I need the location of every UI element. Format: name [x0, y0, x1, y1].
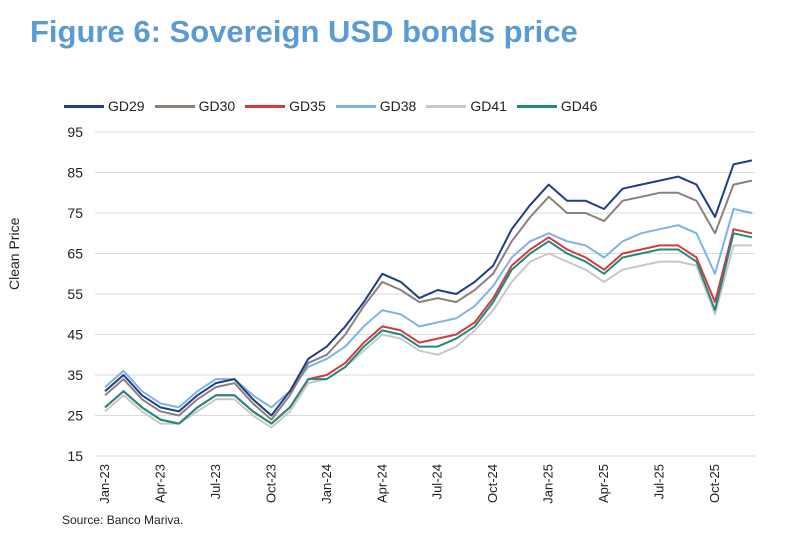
series-line-gd46: [104, 232, 753, 425]
y-tick-label: 45: [67, 327, 83, 343]
x-tick-label: Jul-23: [208, 464, 223, 499]
legend-swatch: [154, 104, 195, 108]
y-tick-label: 75: [67, 205, 83, 221]
x-tick-label: Oct-23: [263, 464, 278, 503]
series-line-gd35: [104, 228, 753, 425]
legend-label: GD46: [560, 98, 598, 114]
legend-label: GD38: [379, 98, 417, 114]
legend-swatch: [516, 104, 557, 108]
x-tick-label: Oct-24: [485, 464, 500, 503]
y-tick-label: 95: [67, 124, 83, 140]
legend-swatch: [245, 104, 286, 108]
chart-legend: GD29 GD30 GD35 GD38 GD41 GD46: [64, 98, 607, 114]
x-tick-label: Jul-24: [430, 464, 445, 499]
y-tick-label: 25: [67, 408, 83, 424]
legend-label: GD41: [470, 98, 507, 114]
series-line-gd30: [104, 179, 753, 421]
y-tick-label: 55: [67, 286, 83, 302]
y-tick-label: 65: [67, 246, 83, 262]
legend-swatch: [426, 104, 467, 108]
x-tick-label: Jan-23: [97, 464, 112, 504]
y-tick-label: 15: [67, 448, 83, 464]
legend-label: GD29: [108, 98, 145, 114]
x-tick-label: Jan-25: [541, 464, 556, 504]
x-tick-label: Jul-25: [652, 464, 667, 499]
series-line-gd41: [104, 244, 752, 429]
y-tick-label: 85: [67, 165, 83, 181]
legend-swatch: [64, 104, 104, 108]
x-tick-label: Apr-25: [596, 464, 611, 503]
legend-item-gd35: GD35: [245, 98, 326, 114]
legend-label: GD30: [198, 98, 236, 114]
x-tick-label: Oct-25: [707, 464, 722, 503]
legend-swatch: [335, 104, 376, 108]
series-line-gd29: [104, 159, 753, 417]
legend-item-gd29: GD29: [64, 98, 145, 114]
legend-item-gd30: GD30: [154, 98, 236, 114]
x-tick-label: Apr-24: [374, 464, 389, 503]
x-tick-label: Jan-24: [319, 464, 334, 504]
series-line-gd38: [104, 208, 753, 409]
y-tick-label: 35: [67, 367, 83, 383]
legend-item-gd38: GD38: [335, 98, 417, 114]
legend-label: GD35: [289, 98, 326, 114]
x-tick-label: Apr-23: [152, 464, 167, 503]
source-note: Source: Banco Mariva.: [62, 513, 184, 527]
legend-item-gd46: GD46: [516, 98, 598, 114]
legend-item-gd41: GD41: [426, 98, 507, 114]
figure-title: Figure 6: Sovereign USD bonds price: [30, 14, 578, 49]
